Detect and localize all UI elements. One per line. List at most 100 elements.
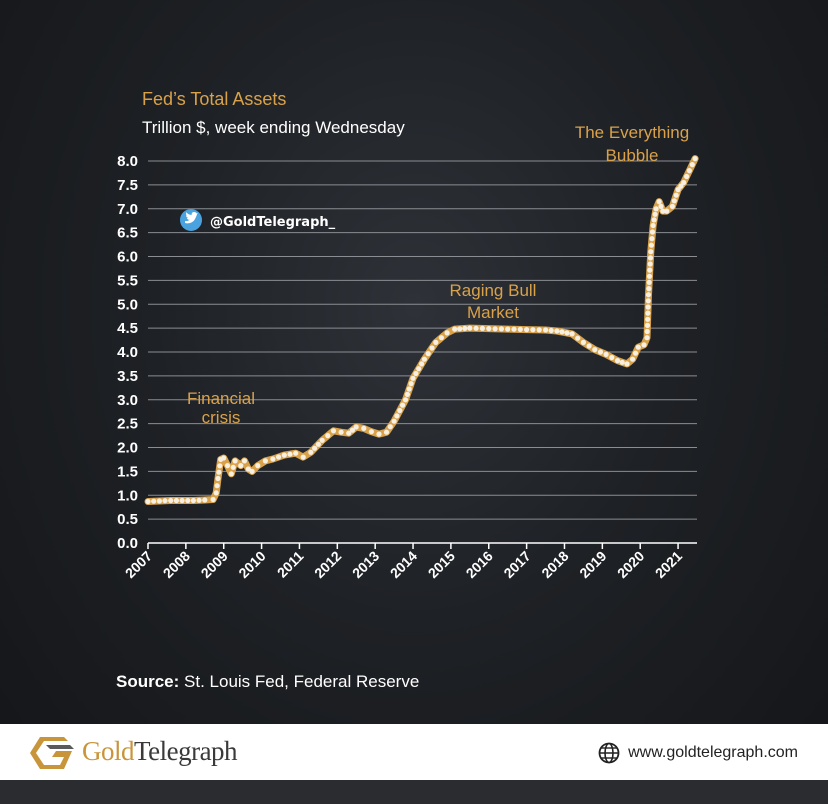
data-point xyxy=(452,326,458,332)
data-point xyxy=(554,328,560,334)
y-tick-label: 5.5 xyxy=(117,272,138,289)
data-point xyxy=(214,483,220,489)
annotation-everything-bubble: The Everything Bubble xyxy=(575,123,689,165)
y-tick-label: 1.0 xyxy=(117,487,138,504)
data-point xyxy=(429,345,435,351)
data-point xyxy=(624,361,630,367)
data-point xyxy=(216,469,222,475)
bird-icon xyxy=(185,212,198,224)
data-point xyxy=(543,327,549,333)
y-tick-label: 0.0 xyxy=(117,535,138,552)
data-point xyxy=(368,429,374,435)
data-point xyxy=(511,326,517,332)
data-point xyxy=(645,310,651,316)
x-tick-label: 2019 xyxy=(576,548,609,581)
data-point xyxy=(603,351,609,357)
data-point xyxy=(325,433,331,439)
data-point xyxy=(202,497,208,503)
brand-name: GoldTelegraph xyxy=(82,736,238,767)
data-point xyxy=(241,458,248,464)
data-point xyxy=(649,229,656,235)
data-point xyxy=(173,497,179,504)
data-point xyxy=(524,327,530,333)
data-point xyxy=(387,424,393,430)
y-tick-label: 6.5 xyxy=(117,225,138,242)
y-tick-label: 4.5 xyxy=(117,320,138,337)
y-tick-label: 8.0 xyxy=(117,153,138,170)
data-point xyxy=(479,325,485,331)
annotation-line: crisis xyxy=(202,408,241,427)
globe-icon xyxy=(598,742,620,764)
data-point xyxy=(658,203,664,209)
data-point xyxy=(473,325,479,331)
data-point xyxy=(433,339,439,345)
source-note: Source: St. Louis Fed, Federal Reserve xyxy=(116,672,419,692)
data-point xyxy=(438,335,444,341)
data-point xyxy=(675,187,681,193)
data-point xyxy=(156,498,162,504)
data-point xyxy=(649,236,655,242)
data-point xyxy=(669,203,676,209)
chart-title: Fed’s Total Assets xyxy=(142,89,286,109)
data-point xyxy=(210,496,216,503)
data-point xyxy=(681,179,687,186)
data-point xyxy=(397,407,403,414)
data-point xyxy=(597,349,604,355)
data-point xyxy=(400,402,406,408)
website-link[interactable]: www.goldtelegraph.com xyxy=(598,742,798,764)
data-point xyxy=(684,173,690,180)
data-point xyxy=(255,463,261,469)
series-fed-total-assets xyxy=(144,155,699,505)
annotation-line: Financial xyxy=(187,389,255,408)
data-point xyxy=(224,463,231,469)
data-point xyxy=(645,304,651,310)
data-point xyxy=(293,450,299,456)
data-point xyxy=(238,463,244,469)
data-point xyxy=(678,183,684,189)
data-point xyxy=(346,430,352,436)
data-point xyxy=(270,456,276,462)
data-point xyxy=(408,381,414,387)
grid xyxy=(148,160,697,544)
data-point xyxy=(645,292,652,298)
data-point xyxy=(646,273,653,279)
x-tick-label: 2009 xyxy=(198,548,231,581)
y-tick-label: 2.5 xyxy=(117,416,138,433)
data-point xyxy=(361,425,367,431)
data-point xyxy=(196,497,202,503)
data-point xyxy=(653,206,659,212)
brand-gold: Gold xyxy=(82,736,135,766)
data-point xyxy=(517,326,523,332)
data-point xyxy=(413,370,419,377)
data-point xyxy=(457,326,463,332)
bottom-strip xyxy=(0,780,828,804)
x-tick-label: 2015 xyxy=(425,548,458,581)
x-tick-label: 2012 xyxy=(311,548,344,581)
data-point xyxy=(651,217,657,223)
data-point xyxy=(689,162,695,168)
data-point xyxy=(647,267,653,273)
data-point xyxy=(647,261,653,267)
data-point xyxy=(492,326,498,332)
data-point xyxy=(644,322,651,328)
data-point xyxy=(580,339,587,345)
y-tick-label: 4.0 xyxy=(117,344,138,361)
data-point xyxy=(650,222,656,229)
x-tick-label: 2020 xyxy=(614,548,647,581)
data-point xyxy=(406,386,412,392)
data-point xyxy=(416,366,422,372)
data-point xyxy=(644,328,650,335)
data-point xyxy=(635,344,641,350)
data-point xyxy=(353,424,359,430)
data-point xyxy=(262,458,268,464)
data-point xyxy=(609,354,615,361)
y-tick-label: 7.5 xyxy=(117,177,138,194)
data-point xyxy=(673,192,679,198)
data-point xyxy=(281,452,287,458)
x-tick-label: 2008 xyxy=(160,548,193,581)
footer-bar: GoldTelegraph www.goldtelegraph.com xyxy=(0,724,828,780)
data-point xyxy=(505,326,511,332)
data-point xyxy=(213,490,219,496)
data-point xyxy=(404,391,410,397)
data-point xyxy=(671,198,677,204)
